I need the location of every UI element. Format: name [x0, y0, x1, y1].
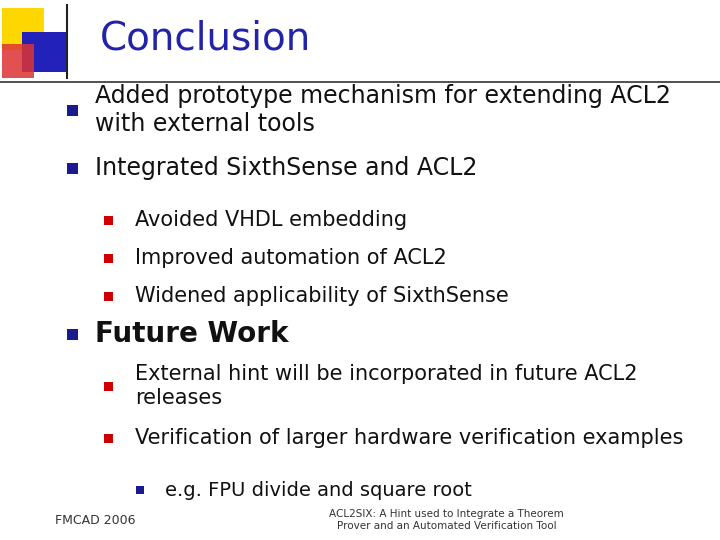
Text: e.g. FPU divide and square root: e.g. FPU divide and square root [165, 481, 472, 500]
Text: Integrated SixthSense and ACL2: Integrated SixthSense and ACL2 [95, 156, 477, 180]
Text: Future Work: Future Work [95, 320, 289, 348]
Bar [2, 44, 34, 78]
Text: Widened applicability of SixthSense: Widened applicability of SixthSense [135, 286, 509, 306]
Text: FMCAD 2006: FMCAD 2006 [55, 514, 135, 526]
Text: Verification of larger hardware verification examples: Verification of larger hardware verifica… [135, 428, 683, 448]
Bar [66, 105, 78, 116]
Bar [104, 292, 112, 300]
Bar [104, 215, 112, 225]
Text: Added prototype mechanism for extending ACL2
with external tools: Added prototype mechanism for extending … [95, 84, 671, 137]
Text: ACL2SIX: A Hint used to Integrate a Theorem
Prover and an Automated Verification: ACL2SIX: A Hint used to Integrate a Theo… [329, 509, 564, 531]
Text: Conclusion: Conclusion [100, 19, 311, 57]
Bar [104, 253, 112, 262]
Bar [22, 32, 67, 72]
Bar [66, 163, 78, 173]
Text: External hint will be incorporated in future ACL2
releases: External hint will be incorporated in fu… [135, 364, 637, 408]
Text: Improved automation of ACL2: Improved automation of ACL2 [135, 248, 446, 268]
Bar [136, 486, 144, 494]
Bar [66, 328, 78, 340]
Bar [104, 381, 112, 390]
Text: Avoided VHDL embedding: Avoided VHDL embedding [135, 210, 407, 230]
Bar [2, 8, 44, 50]
Bar [104, 434, 112, 442]
